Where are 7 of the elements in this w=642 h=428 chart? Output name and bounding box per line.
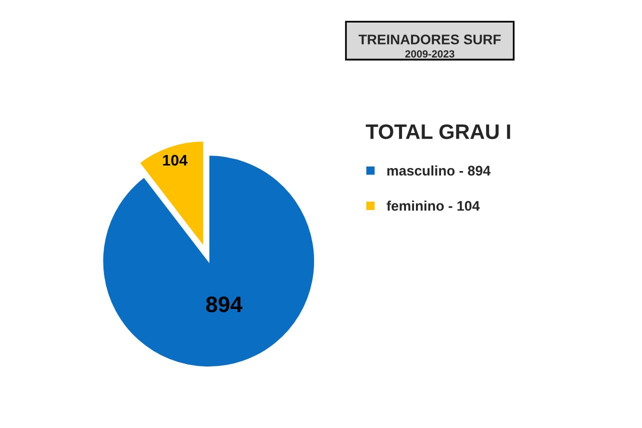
data-label: 894 bbox=[206, 296, 242, 312]
chart-title: TREINADORES SURF bbox=[358, 34, 501, 44]
legend-label: feminino - 104 bbox=[386, 200, 480, 211]
data-label: 104 bbox=[163, 154, 188, 166]
legend-label: masculino - 894 bbox=[387, 165, 491, 176]
legend-title: TOTAL GRAU I bbox=[366, 124, 510, 140]
chart-subtitle: 2009-2023 bbox=[405, 50, 454, 58]
